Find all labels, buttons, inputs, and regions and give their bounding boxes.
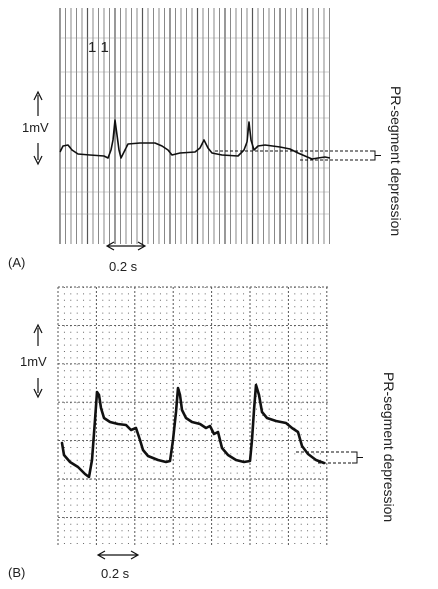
- ecg-trace-b: [60, 383, 326, 479]
- lead-marker-a: 1 1: [88, 39, 109, 56]
- ecg-trace-a: [59, 119, 331, 160]
- panel-a: 1mV 1 1 0.2 s (A) PR-segment depression: [8, 8, 404, 274]
- voltage-scale-a: [33, 90, 43, 166]
- pr-bracket-b: [352, 451, 363, 464]
- pr-bracket-a: [370, 150, 381, 161]
- time-scale-b: [96, 550, 140, 560]
- time-label-b: 0.2 s: [101, 566, 130, 581]
- annotation-a: PR-segment depression: [388, 86, 404, 236]
- ecg-grid-a: [59, 8, 330, 244]
- panel-letter-a: (A): [8, 255, 25, 270]
- time-scale-a: [105, 241, 147, 251]
- voltage-label-a: 1mV: [22, 120, 49, 135]
- time-label-a: 0.2 s: [109, 259, 138, 274]
- voltage-scale-b: [33, 323, 43, 399]
- panel-b: 1mV 0.2 s (B) PR-segment depression: [8, 286, 397, 581]
- ecg-grid-b: [57, 286, 330, 545]
- annotation-b: PR-segment depression: [381, 372, 397, 522]
- voltage-label-b: 1mV: [20, 354, 47, 369]
- panel-letter-b: (B): [8, 565, 25, 580]
